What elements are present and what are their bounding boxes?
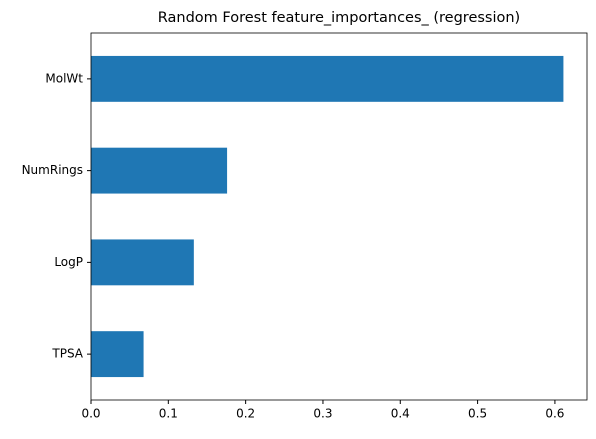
bar: [91, 331, 144, 378]
x-tick-label: 0.6: [545, 407, 564, 421]
bar: [91, 55, 564, 102]
x-tick-label: 0.2: [236, 407, 255, 421]
bar: [91, 239, 194, 286]
x-tick-label: 0.3: [313, 407, 332, 421]
y-tick-label: LogP: [54, 255, 83, 269]
y-tick-label: NumRings: [22, 163, 83, 177]
y-tick-label: MolWt: [45, 71, 83, 85]
chart-title: Random Forest feature_importances_ (regr…: [158, 10, 520, 26]
plot-frame: [90, 32, 588, 401]
x-tick-label: 0.1: [159, 407, 178, 421]
y-tick-label: TPSA: [51, 347, 83, 361]
x-tick-label: 0.5: [468, 407, 487, 421]
x-tick-label: 0.4: [391, 407, 410, 421]
x-tick-label: 0.0: [81, 407, 100, 421]
bar: [91, 147, 228, 194]
